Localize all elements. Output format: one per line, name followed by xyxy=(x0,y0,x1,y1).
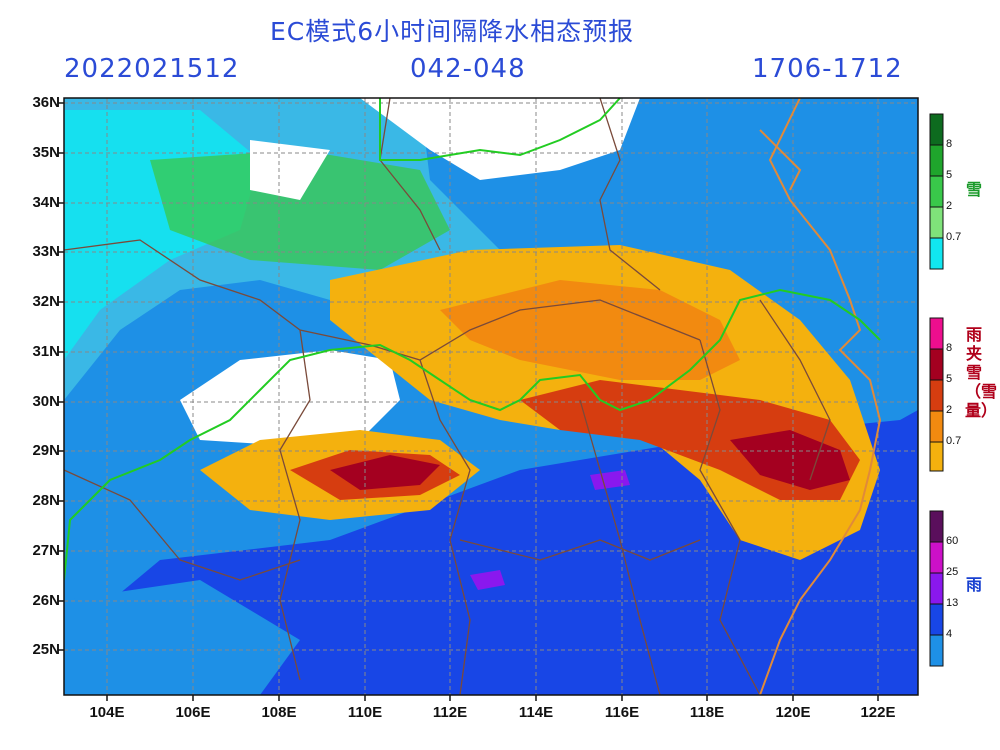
freezing-line xyxy=(64,288,881,581)
lon-label-120e: 120E xyxy=(775,704,811,721)
mixed-core-west xyxy=(330,455,440,490)
mixed-legend-title: 雨夹雪（雪量） xyxy=(965,325,998,420)
lat-label-34n: 34N xyxy=(32,194,60,211)
lat-label-29n: 29N xyxy=(32,442,60,459)
freezing-line-north xyxy=(379,98,621,161)
snow-tick-0-7: 0.7 xyxy=(946,231,962,243)
lon-label-116e: 116E xyxy=(604,704,640,721)
lat-label-31n: 31N xyxy=(32,343,60,360)
coastline-north xyxy=(759,129,802,191)
grid-lines xyxy=(64,98,918,695)
lon-label-114e: 114E xyxy=(518,704,554,721)
snow-colorbar xyxy=(929,113,944,270)
lon-label-118e: 118E xyxy=(689,704,725,721)
lat-label-33n: 33N xyxy=(32,243,60,260)
rain-colorbar xyxy=(929,510,944,667)
lat-label-25n: 25N xyxy=(32,641,60,658)
lat-label-36n: 36N xyxy=(32,94,60,111)
init-time-label: 2022021512 xyxy=(64,54,240,84)
chart-title: EC模式6小时间隔降水相态预报 xyxy=(270,17,635,46)
mixed-band-moderate xyxy=(440,280,740,380)
forecast-hours-label: 042-048 xyxy=(410,54,526,84)
lat-label-30n: 30N xyxy=(32,393,60,410)
lon-label-122e: 122E xyxy=(860,704,896,721)
rain-tick-4: 4 xyxy=(946,628,953,640)
lon-label-110e: 110E xyxy=(347,704,383,721)
lon-label-104e: 104E xyxy=(89,704,125,721)
mixed-tick-8: 8 xyxy=(946,342,953,354)
coastline xyxy=(759,98,882,695)
lat-label-32n: 32N xyxy=(32,293,60,310)
mixed-tick-0-7: 0.7 xyxy=(946,435,962,447)
lat-label-27n: 27N xyxy=(32,542,60,559)
rain-light-west xyxy=(64,580,300,695)
mixed-colorbar xyxy=(929,317,944,472)
rain-tick-13: 13 xyxy=(946,597,959,609)
lat-label-35n: 35N xyxy=(32,144,60,161)
rain-heavy-spot-2 xyxy=(590,470,630,490)
mixed-core-east xyxy=(730,430,850,490)
snow-dry-area xyxy=(360,98,640,180)
rain-heavy-spot-1 xyxy=(470,570,505,590)
snow-dry-area-2 xyxy=(250,140,330,200)
snow-moderate-field xyxy=(150,150,450,270)
lon-label-108e: 108E xyxy=(261,704,297,721)
lat-label-28n: 28N xyxy=(32,492,60,509)
dry-pocket-sichuan xyxy=(180,350,400,445)
rain-legend-title: 雨 xyxy=(965,575,982,594)
mixed-tick-2: 2 xyxy=(946,404,953,416)
snow-legend-title: 雪 xyxy=(965,180,982,199)
valid-time-label: 1706-1712 xyxy=(752,54,903,84)
snow-tick-2: 2 xyxy=(946,200,953,212)
mixed-tick-5: 5 xyxy=(946,373,953,385)
lon-label-106e: 106E xyxy=(175,704,211,721)
lon-label-112e: 112E xyxy=(432,704,468,721)
lat-label-26n: 26N xyxy=(32,592,60,609)
map-frame xyxy=(63,97,919,696)
rain-tick-60: 60 xyxy=(946,535,959,547)
snow-tick-8: 8 xyxy=(946,138,953,150)
rain-tick-25: 25 xyxy=(946,566,959,578)
snow-tick-5: 5 xyxy=(946,169,953,181)
axis-ticks xyxy=(58,102,879,701)
